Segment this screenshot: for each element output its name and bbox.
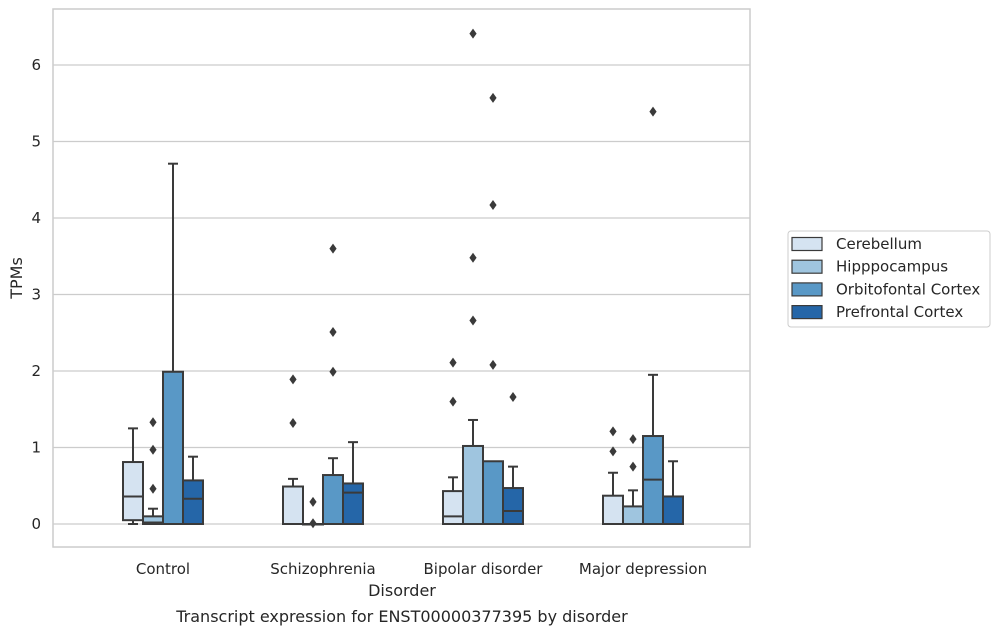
- x-tick-label: Bipolar disorder: [424, 560, 544, 578]
- box-iqr: [162, 370, 184, 526]
- box-2-2: [482, 92, 504, 525]
- box-0-1: [142, 417, 164, 525]
- legend-label: Orbitofontal Cortex: [836, 280, 980, 298]
- outlier-point: [149, 444, 157, 455]
- box-1-3: [342, 441, 364, 525]
- box-2-0: [442, 357, 464, 526]
- box-3-0: [602, 426, 624, 526]
- outlier-point: [449, 396, 457, 407]
- y-tick-labels: 0 1 2 3 4 5 6: [31, 56, 41, 533]
- legend-frame: [787, 230, 991, 328]
- outlier-point: [149, 417, 157, 428]
- outlier-point: [329, 243, 337, 254]
- outlier-point: [629, 461, 637, 472]
- box-iqr: [282, 485, 304, 526]
- box-iqr: [622, 505, 644, 525]
- x-axis-label: Disorder: [368, 581, 436, 600]
- plot-area-frame: [52, 8, 751, 548]
- box-1-2: [322, 243, 344, 526]
- box-2-3: [502, 392, 524, 526]
- box-0-0: [122, 427, 144, 525]
- legend-label: Prefrontal Cortex: [836, 303, 963, 321]
- x-tick-label: Control: [136, 560, 190, 578]
- box-iqr: [662, 495, 684, 525]
- box-iqr: [462, 444, 484, 525]
- box-iqr: [442, 490, 464, 526]
- outlier-point: [289, 374, 297, 385]
- box-iqr: [602, 494, 624, 526]
- legend-swatch: [791, 305, 823, 320]
- box-iqr: [122, 461, 144, 522]
- legend: Cerebellum Hipppocampus Orbitofontal Corte…: [787, 230, 991, 328]
- y-tick-label: 6: [31, 56, 41, 74]
- y-tick-label: 1: [31, 439, 41, 457]
- outlier-point: [329, 366, 337, 377]
- outlier-point: [509, 392, 517, 403]
- figure-caption: Transcript expression for ENST0000037739…: [175, 607, 628, 626]
- legend-label: Hipppocampus: [836, 258, 948, 276]
- box-series: [122, 28, 684, 529]
- box-iqr: [182, 479, 204, 525]
- box-0-2: [162, 162, 184, 526]
- legend-items: Cerebellum Hipppocampus Orbitofontal Corte…: [791, 235, 980, 321]
- outlier-point: [149, 483, 157, 494]
- outlier-point: [649, 106, 657, 117]
- box-3-3: [662, 460, 684, 525]
- x-tick-label: Schizophrenia: [270, 560, 375, 578]
- y-tick-label: 2: [31, 362, 41, 380]
- outlier-point: [609, 446, 617, 457]
- box-2-1: [462, 28, 484, 525]
- outlier-point: [309, 496, 317, 507]
- outlier-point: [309, 518, 317, 529]
- box-iqr: [482, 460, 504, 525]
- outlier-point: [329, 326, 337, 337]
- legend-swatch: [791, 282, 823, 297]
- y-tick-label: 4: [31, 209, 41, 227]
- legend-swatch: [791, 259, 823, 274]
- y-tick-label: 0: [31, 515, 41, 533]
- box-0-3: [182, 455, 204, 525]
- box-iqr: [502, 487, 524, 526]
- outlier-point: [609, 426, 617, 437]
- outlier-point: [469, 252, 477, 263]
- outlier-point: [489, 359, 497, 370]
- outlier-point: [469, 315, 477, 326]
- y-tick-label: 5: [31, 133, 41, 151]
- outlier-point: [489, 199, 497, 210]
- outlier-point: [629, 434, 637, 445]
- box-3-2: [642, 106, 664, 525]
- box-1-1: [302, 496, 324, 529]
- box-iqr: [342, 482, 364, 525]
- outlier-point: [449, 357, 457, 368]
- box-iqr: [322, 474, 344, 526]
- y-tick-label: 3: [31, 286, 41, 304]
- outlier-point: [289, 418, 297, 429]
- outlier-point: [469, 28, 477, 39]
- outlier-point: [489, 92, 497, 103]
- legend-swatch: [791, 236, 823, 252]
- x-tick-label: Major depression: [579, 560, 707, 578]
- x-tick-labels: Control Schizophrenia Bipolar disorder Majo…: [136, 560, 707, 578]
- legend-label: Cerebellum: [836, 235, 922, 253]
- box-1-0: [282, 374, 304, 526]
- y-axis-label: TPMs: [7, 257, 26, 300]
